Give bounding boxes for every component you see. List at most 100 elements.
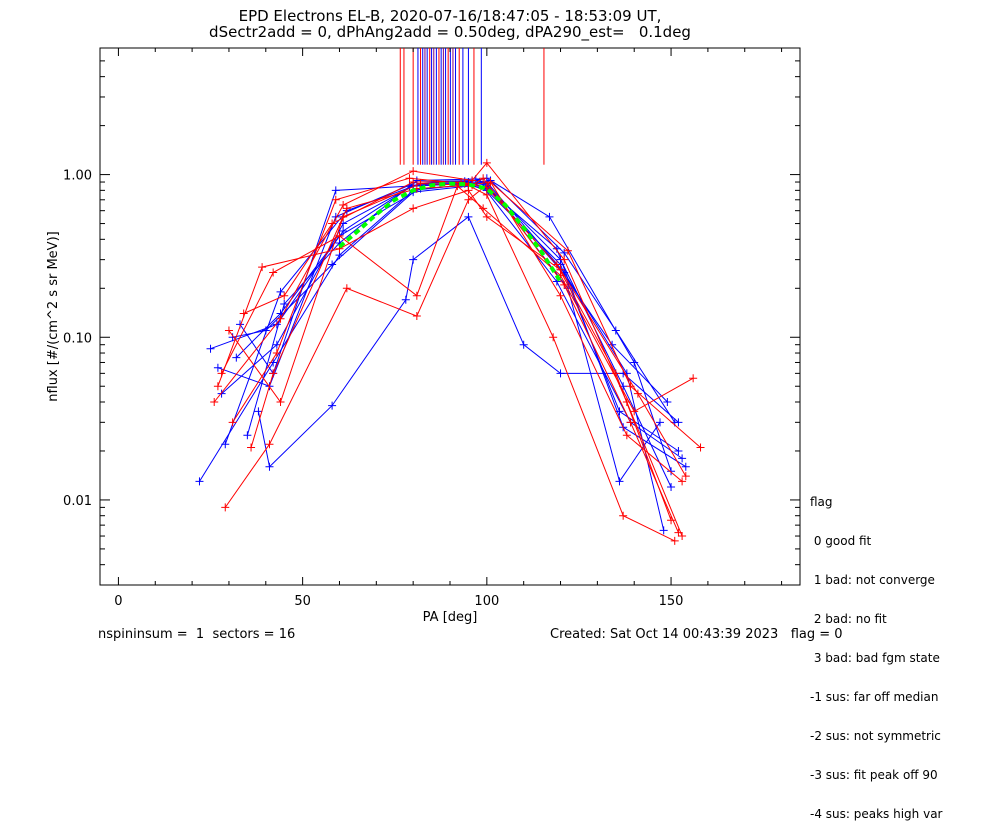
data-point [272,320,281,329]
data-point [409,255,418,264]
data-point [464,195,473,204]
y-axis-label: nflux [#/(cm^2 s sr MeV)] [46,231,61,401]
data-point [269,369,278,378]
x-tick-label: 50 [294,594,311,609]
data-point [342,204,351,213]
legend-line: -1 sus: far off median [810,690,939,704]
data-point [696,443,705,452]
footer-sector-info: nspininsum = 1 sectors = 16 [98,627,296,642]
data-point [663,397,672,406]
data-point [409,167,418,176]
data-point [276,314,285,323]
data-point [633,389,642,398]
data-point [667,467,676,476]
data-point [276,287,285,296]
series-line [239,177,672,472]
data-point [232,353,241,362]
data-point [556,291,565,300]
flag-legend: flag 0 good fit 1 bad: not converge 2 ba… [810,470,942,834]
data-point [615,477,624,486]
data-point [552,244,561,253]
data-point [224,326,233,335]
data-point [630,358,639,367]
legend-line: flag [810,495,833,509]
data-point [331,186,340,195]
data-point [206,344,215,353]
data-point [247,443,256,452]
data-point [228,418,237,427]
data-point [667,483,676,492]
data-point [401,295,410,304]
chart-title: EPD Electrons EL-B, 2020-07-16/18:47:05 … [238,7,662,25]
data-point [667,516,676,525]
series-line [224,180,683,459]
data-point [656,418,664,427]
data-point [328,401,337,410]
data-point [217,389,226,398]
series-line [235,184,687,468]
data-point [221,440,230,449]
data-point [405,174,414,183]
legend-line: 2 bad: no fit [810,612,887,626]
data-point [681,472,690,481]
data-point [272,349,281,358]
data-point [659,526,668,535]
data-point [678,477,687,486]
x-tick-label: 100 [474,594,499,609]
data-point [213,382,222,391]
data-point [331,195,340,204]
data-point [269,268,278,277]
data-point [482,158,491,167]
data-point [254,407,263,416]
data-point [280,300,289,309]
legend-line: -4 sus: peaks high var [810,807,943,821]
data-point [213,363,222,372]
data-point [552,260,561,269]
data-point [464,212,473,221]
series-line [224,181,701,508]
data-point [328,260,337,269]
data-point [221,503,230,512]
fit-curve [338,181,563,283]
data-point [342,284,351,293]
x-tick-label: 0 [114,594,122,609]
data-point [228,333,237,342]
series-line [243,181,672,521]
data-point [678,532,687,541]
series-line [228,177,679,533]
data-point [519,340,528,349]
data-point [479,174,488,183]
data-point [195,477,204,486]
data-point [412,291,421,300]
data-point [545,212,554,221]
series-line [257,216,679,468]
data-point [560,280,569,289]
data-point [486,178,495,187]
data-point [276,397,285,406]
legend-line: -3 sus: fit peak off 90 [810,768,938,782]
series-line [221,181,668,403]
series-line [199,183,679,482]
data-point [670,536,679,545]
data-point [560,255,569,264]
data-point [563,246,572,255]
data-point [560,248,569,257]
legend-line: -2 sus: not symmetric [810,729,941,743]
footer-created-info: Created: Sat Oct 14 00:43:39 2023 flag =… [550,627,843,642]
series-line [210,181,672,488]
data-point [258,263,267,272]
chart-plot: 0 50 100 150 1.00 0.10 0.01 PA [deg] nflux [#/(c… [46,47,801,625]
chart-subtitle: dSectr2add = 0, dPhAng2add = 0.50deg, dP… [209,23,691,41]
data-point [674,418,683,427]
data-point [556,369,565,378]
series-line [250,181,683,482]
x-axis-label: PA [deg] [423,610,478,625]
data-point [549,333,558,342]
data-point [280,291,289,300]
data-point [412,312,421,321]
legend-line: 3 bad: bad fgm state [810,651,940,665]
data-point [265,440,274,449]
x-tick-label: 150 [659,594,684,609]
data-point [689,374,698,383]
y-tick-label: 1.00 [63,169,92,184]
